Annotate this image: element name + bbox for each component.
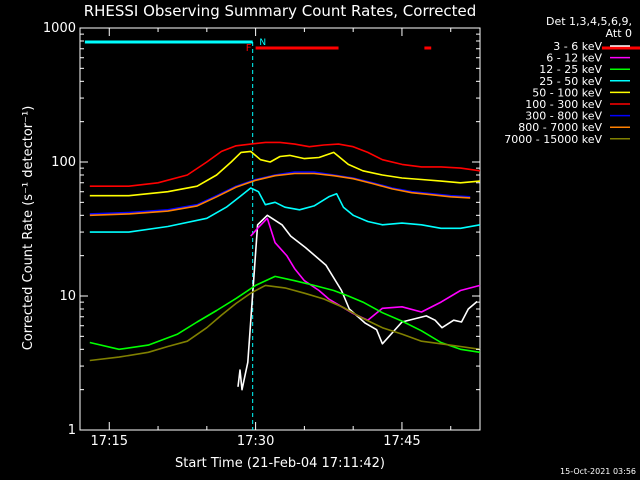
chart-title: RHESSI Observing Summary Count Rates, Co… (84, 2, 477, 20)
series-line-2 (89, 275, 481, 354)
legend-label-0: 3 - 6 keV (553, 40, 602, 53)
plot-frame (79, 27, 481, 431)
night-label: N (259, 38, 266, 48)
series-line-3 (89, 187, 481, 233)
legend-label-4: 50 - 100 keV (532, 86, 602, 99)
series-line-8 (89, 284, 481, 362)
legend-header-line2: Att 0 (606, 27, 632, 40)
series-line-0 (237, 214, 478, 391)
y-tick-label-2: 100 (51, 155, 76, 170)
footer-date: 15-Oct-2021 03:56 (560, 467, 636, 476)
legend-label-2: 12 - 25 keV (539, 63, 602, 76)
legend-label-1: 6 - 12 keV (546, 52, 602, 65)
y-tick-label-0: 1 (68, 423, 76, 438)
y-tick-label-3: 1000 (43, 21, 76, 36)
series-line-1 (250, 217, 481, 321)
x-tick-label-0: 17:15 (91, 434, 128, 449)
x-axis-title: Start Time (21-Feb-04 17:11:42) (175, 456, 385, 471)
x-tick-label-2: 17:45 (383, 434, 420, 449)
series-line-5 (89, 141, 481, 187)
y-axis-title: Corrected Count Rate (s⁻¹ detector⁻¹) (21, 106, 36, 351)
legend-header-line1: Det 1,3,4,5,6,9, (546, 15, 632, 28)
legend-label-7: 800 - 7000 keV (518, 121, 602, 134)
flare-label: F (246, 43, 252, 54)
series-line-4 (89, 150, 481, 197)
plot-border (79, 27, 481, 431)
legend-label-3: 25 - 50 keV (539, 75, 602, 88)
legend-label-6: 300 - 800 keV (525, 110, 602, 123)
legend-label-8: 7000 - 15000 keV (504, 133, 602, 146)
series-line-7 (89, 172, 471, 217)
x-tick-label-1: 17:30 (237, 434, 274, 449)
axes-layer: 17:15 17:30 17:45 1 10 100 1000 (43, 21, 480, 449)
y-tick-label-1: 10 (59, 289, 76, 304)
legend-label-5: 100 - 300 keV (525, 98, 602, 111)
series-layer (89, 141, 481, 391)
series-line-6 (89, 171, 471, 215)
